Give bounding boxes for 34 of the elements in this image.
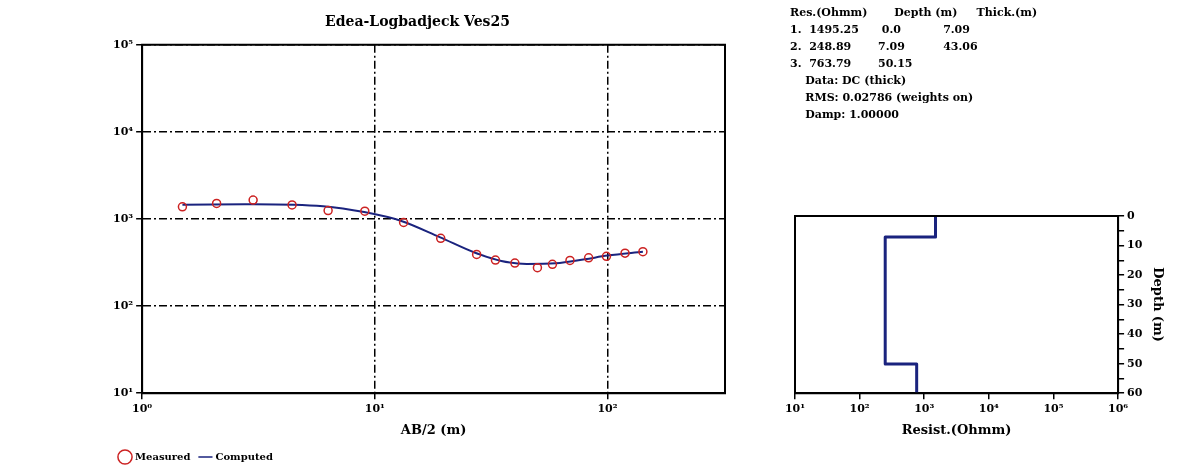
- x-tick-label: 10¹: [784, 401, 806, 415]
- legend-label: Measured: [135, 450, 191, 462]
- x-axis-title: AB/2 (m): [399, 421, 467, 437]
- y-tick-label: 10⁴: [112, 124, 134, 138]
- y-tick-label: 10²: [112, 298, 134, 312]
- y-tick-label: 10⁵: [112, 37, 134, 51]
- text: Res.(Ohmm) Depth (m) Thick.(m): [790, 5, 1039, 21]
- y2-tick-label: 20: [1127, 267, 1143, 281]
- x-tick-label: 10⁴: [978, 401, 1000, 415]
- x-tick-label: 10²: [849, 401, 870, 415]
- text: 3. 763.79 50.15: [790, 56, 914, 72]
- y-tick-label: 10³: [112, 211, 134, 225]
- x-tick-label: 10⁶: [1108, 401, 1129, 415]
- text: 1. 1495.25 0.0 7.09: [790, 22, 971, 38]
- text: Data: DC (thick): [804, 73, 908, 89]
- text: 2. 248.89 7.09 43.06: [790, 39, 979, 55]
- y2-tick-label: 40: [1127, 326, 1143, 340]
- x-tick-label: 10¹: [364, 401, 386, 415]
- y2-tick-label: 60: [1127, 386, 1143, 400]
- y2-tick-label: 0: [1127, 208, 1136, 222]
- text: RMS: 0.02786 (weights on): [804, 90, 975, 106]
- legend-label: Computed: [215, 450, 273, 462]
- chart-title: Edea-Logbadjeck Ves25: [325, 13, 510, 30]
- x-axis-title: Resist.(Ohmm): [901, 421, 1012, 437]
- y2-tick-label: 10: [1127, 238, 1143, 252]
- y2-tick-label: 30: [1127, 297, 1143, 311]
- y2-axis-title: Depth (m): [1150, 267, 1166, 342]
- text: Damp: 1.00000: [804, 107, 900, 123]
- y-tick-label: 10¹: [112, 386, 134, 400]
- x-tick-label: 10³: [914, 401, 935, 415]
- y2-tick-label: 50: [1127, 356, 1143, 370]
- x-tick-label: 10²: [597, 401, 618, 415]
- x-tick-label: 10⁵: [1043, 401, 1064, 415]
- x-tick-label: 10⁰: [132, 401, 153, 415]
